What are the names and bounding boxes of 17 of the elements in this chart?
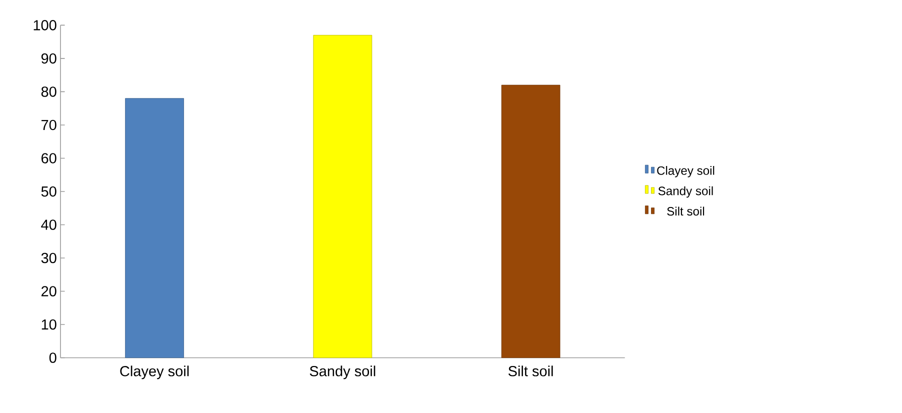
x-tick-label: Silt soil xyxy=(508,366,553,376)
legend-label: Clayey soil xyxy=(657,166,714,178)
y-tick-label: 10 xyxy=(42,319,56,330)
x-tick-label: Clayey soil xyxy=(120,366,189,380)
y-tick-label: 40 xyxy=(41,220,56,230)
legend-label: Silt soil xyxy=(667,206,704,216)
legend-label: Sandy soil xyxy=(658,186,713,198)
y-tick-label: 100 xyxy=(34,20,56,30)
y-tick-label: 90 xyxy=(41,53,56,64)
x-tick-label: Sandy soil xyxy=(310,366,376,380)
y-tick-label: 70 xyxy=(42,120,56,130)
y-tick-label: 0 xyxy=(49,352,56,363)
y-tick-label: 50 xyxy=(41,186,56,197)
y-tick-label: 60 xyxy=(42,152,56,164)
y-tick-label: 20 xyxy=(41,286,56,296)
y-tick-label: 80 xyxy=(41,86,56,97)
y-tick-label: 30 xyxy=(41,252,56,264)
